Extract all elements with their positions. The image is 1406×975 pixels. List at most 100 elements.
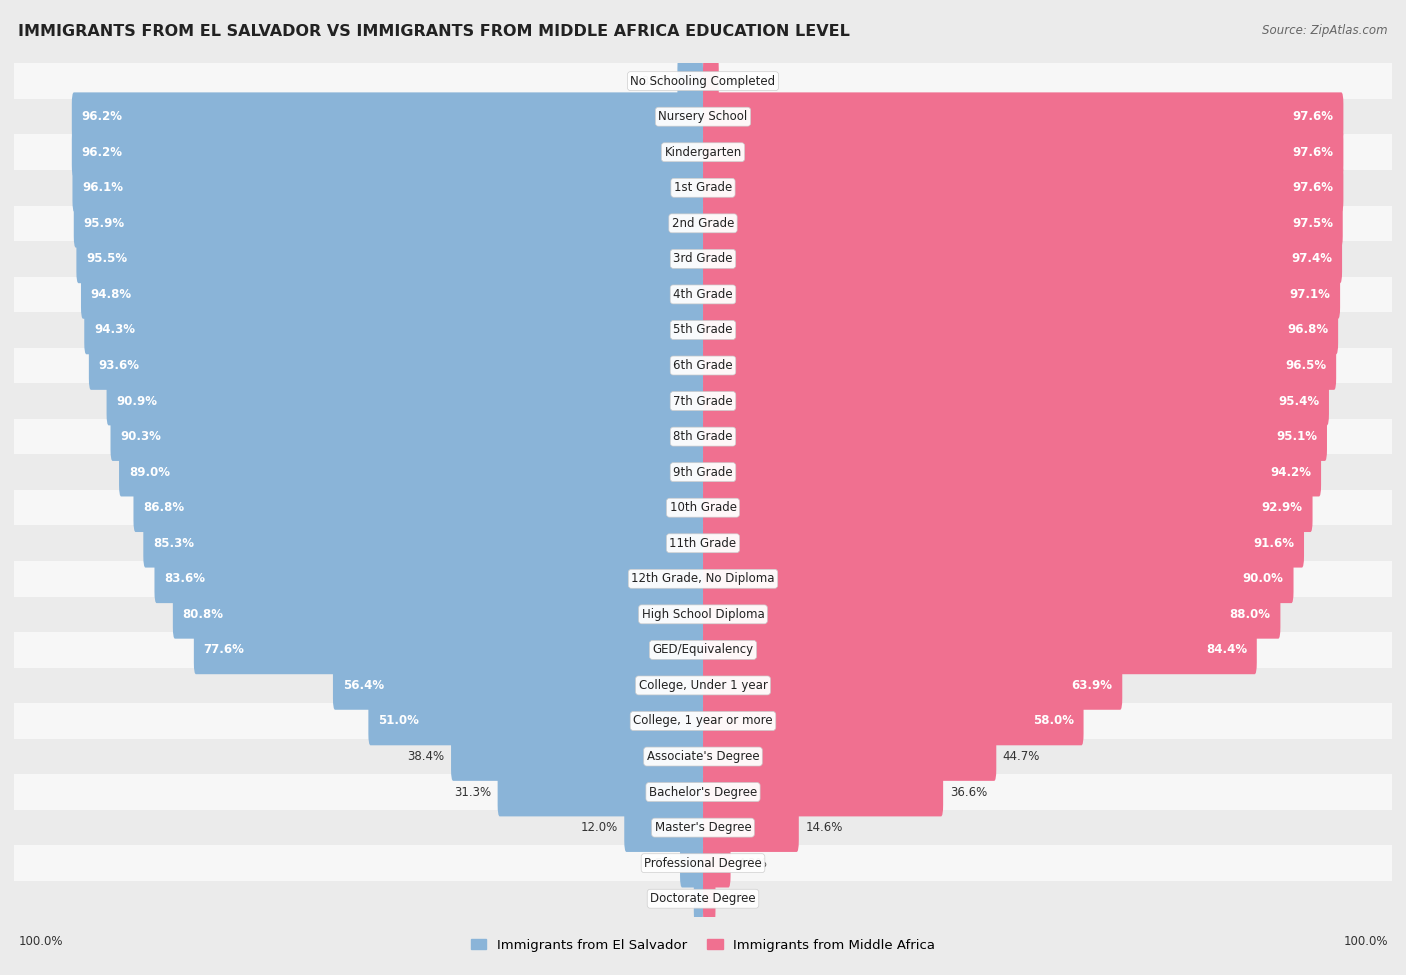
FancyBboxPatch shape	[703, 199, 1343, 248]
Text: 96.2%: 96.2%	[82, 110, 122, 123]
Bar	[14, 810, 1392, 845]
FancyBboxPatch shape	[72, 93, 703, 141]
Text: 3.5%: 3.5%	[644, 857, 673, 870]
Text: 96.1%: 96.1%	[83, 181, 124, 194]
FancyBboxPatch shape	[703, 838, 731, 887]
Bar	[14, 135, 1392, 170]
Text: 96.2%: 96.2%	[82, 145, 122, 159]
FancyBboxPatch shape	[703, 519, 1303, 567]
Text: 89.0%: 89.0%	[129, 466, 170, 479]
FancyBboxPatch shape	[703, 341, 1336, 390]
Text: 36.6%: 36.6%	[949, 786, 987, 799]
Text: 100.0%: 100.0%	[1343, 935, 1388, 948]
Bar	[14, 206, 1392, 241]
Text: 12th Grade, No Diploma: 12th Grade, No Diploma	[631, 572, 775, 585]
Text: 14.6%: 14.6%	[806, 821, 842, 835]
FancyBboxPatch shape	[703, 128, 1343, 176]
Text: 2.4%: 2.4%	[725, 75, 755, 88]
Text: No Schooling Completed: No Schooling Completed	[630, 75, 776, 88]
Text: 94.8%: 94.8%	[91, 288, 132, 301]
Text: College, Under 1 year: College, Under 1 year	[638, 679, 768, 692]
Text: 80.8%: 80.8%	[183, 607, 224, 621]
Text: High School Diploma: High School Diploma	[641, 607, 765, 621]
FancyBboxPatch shape	[703, 590, 1281, 639]
Bar	[14, 419, 1392, 454]
FancyBboxPatch shape	[73, 164, 703, 213]
Text: Doctorate Degree: Doctorate Degree	[650, 892, 756, 905]
FancyBboxPatch shape	[703, 376, 1329, 425]
Text: 4.2%: 4.2%	[737, 857, 768, 870]
FancyBboxPatch shape	[498, 767, 703, 816]
Bar	[14, 561, 1392, 597]
Text: Master's Degree: Master's Degree	[655, 821, 751, 835]
FancyBboxPatch shape	[76, 235, 703, 283]
FancyBboxPatch shape	[703, 484, 1313, 532]
Text: 6th Grade: 6th Grade	[673, 359, 733, 372]
Text: 100.0%: 100.0%	[18, 935, 63, 948]
FancyBboxPatch shape	[72, 128, 703, 176]
Text: 2nd Grade: 2nd Grade	[672, 216, 734, 230]
FancyBboxPatch shape	[333, 661, 703, 710]
Text: 63.9%: 63.9%	[1071, 679, 1112, 692]
Text: 95.1%: 95.1%	[1277, 430, 1317, 443]
FancyBboxPatch shape	[703, 306, 1339, 354]
FancyBboxPatch shape	[703, 803, 799, 852]
Text: 3rd Grade: 3rd Grade	[673, 253, 733, 265]
Bar	[14, 98, 1392, 135]
Text: GED/Equivalency: GED/Equivalency	[652, 644, 754, 656]
FancyBboxPatch shape	[703, 767, 943, 816]
Text: 96.5%: 96.5%	[1285, 359, 1326, 372]
Text: 77.6%: 77.6%	[204, 644, 245, 656]
Bar	[14, 881, 1392, 916]
FancyBboxPatch shape	[143, 519, 703, 567]
Text: 90.3%: 90.3%	[121, 430, 162, 443]
Bar	[14, 632, 1392, 668]
FancyBboxPatch shape	[703, 93, 1343, 141]
FancyBboxPatch shape	[82, 270, 703, 319]
Text: 94.3%: 94.3%	[94, 324, 135, 336]
Text: 56.4%: 56.4%	[343, 679, 384, 692]
FancyBboxPatch shape	[89, 341, 703, 390]
Text: Bachelor's Degree: Bachelor's Degree	[650, 786, 756, 799]
Bar	[14, 383, 1392, 419]
FancyBboxPatch shape	[703, 661, 1122, 710]
Text: 97.5%: 97.5%	[1292, 216, 1333, 230]
FancyBboxPatch shape	[703, 448, 1322, 496]
FancyBboxPatch shape	[703, 626, 1257, 675]
Text: 90.0%: 90.0%	[1243, 572, 1284, 585]
FancyBboxPatch shape	[703, 164, 1343, 213]
FancyBboxPatch shape	[703, 732, 997, 781]
Bar	[14, 489, 1392, 526]
Bar	[14, 170, 1392, 206]
Text: 86.8%: 86.8%	[143, 501, 184, 514]
Text: 93.6%: 93.6%	[98, 359, 139, 372]
Bar	[14, 241, 1392, 277]
Text: 51.0%: 51.0%	[378, 715, 419, 727]
Text: 96.8%: 96.8%	[1286, 324, 1329, 336]
Bar	[14, 739, 1392, 774]
Bar	[14, 668, 1392, 703]
FancyBboxPatch shape	[703, 235, 1343, 283]
FancyBboxPatch shape	[120, 448, 703, 496]
Text: 3.9%: 3.9%	[641, 75, 671, 88]
Text: 97.1%: 97.1%	[1289, 288, 1330, 301]
Text: 85.3%: 85.3%	[153, 537, 194, 550]
Bar	[14, 774, 1392, 810]
FancyBboxPatch shape	[703, 412, 1327, 461]
Text: 94.2%: 94.2%	[1270, 466, 1312, 479]
Text: 95.9%: 95.9%	[83, 216, 125, 230]
Text: 97.6%: 97.6%	[1292, 145, 1333, 159]
Text: 88.0%: 88.0%	[1230, 607, 1271, 621]
FancyBboxPatch shape	[624, 803, 703, 852]
Bar	[14, 703, 1392, 739]
Text: 7th Grade: 7th Grade	[673, 395, 733, 408]
Text: 90.9%: 90.9%	[117, 395, 157, 408]
Text: 9th Grade: 9th Grade	[673, 466, 733, 479]
FancyBboxPatch shape	[155, 555, 703, 604]
Text: 1st Grade: 1st Grade	[673, 181, 733, 194]
FancyBboxPatch shape	[678, 57, 703, 105]
FancyBboxPatch shape	[73, 199, 703, 248]
Text: 31.3%: 31.3%	[454, 786, 491, 799]
FancyBboxPatch shape	[703, 57, 718, 105]
FancyBboxPatch shape	[703, 697, 1084, 745]
